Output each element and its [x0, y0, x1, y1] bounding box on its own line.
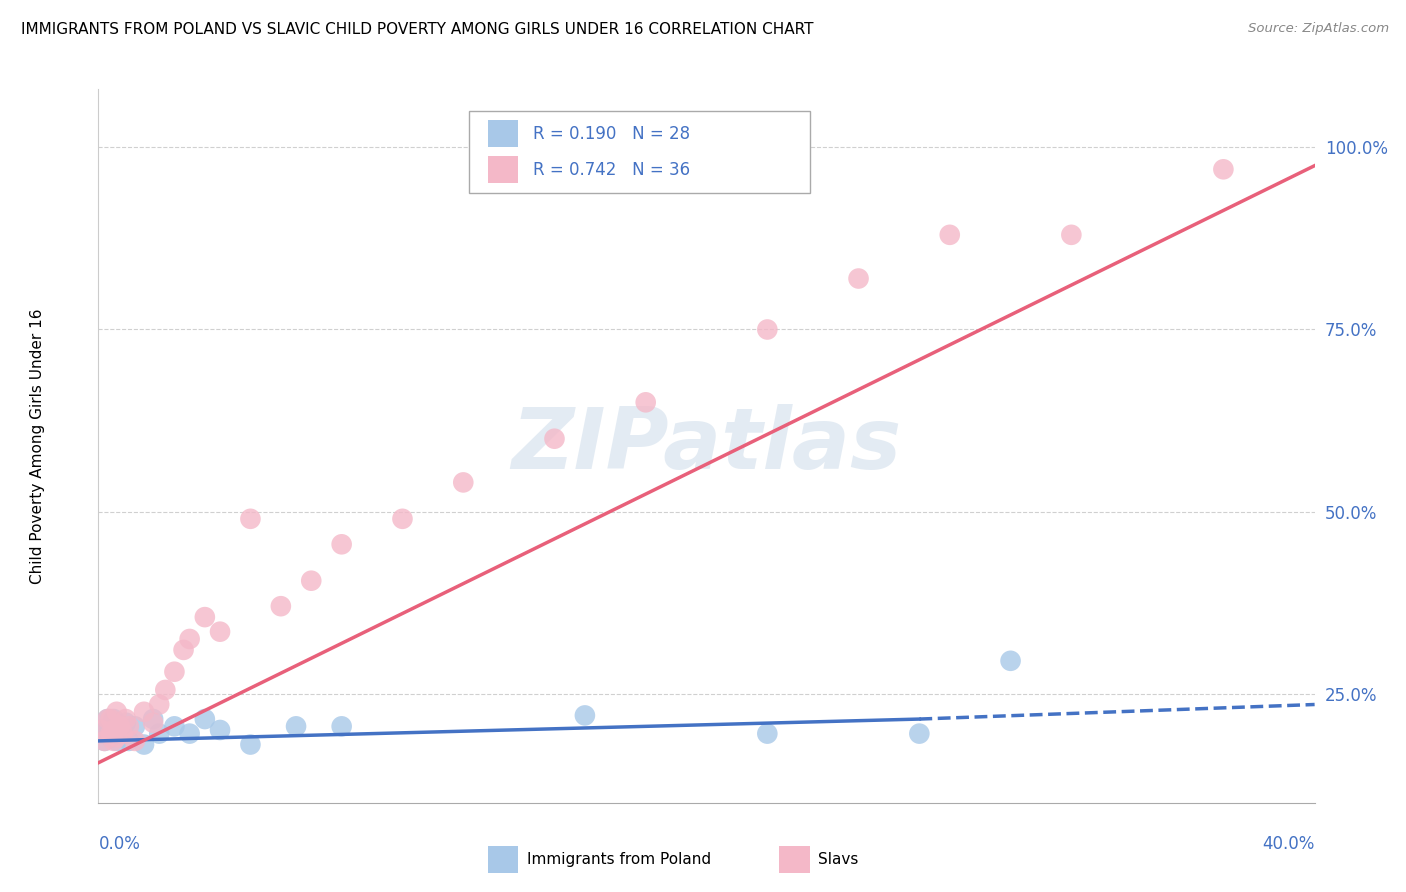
Point	[103, 723, 125, 737]
Text: Source: ZipAtlas.com: Source: ZipAtlas.com	[1249, 22, 1389, 36]
Point	[330, 537, 353, 551]
Point	[108, 719, 131, 733]
Point	[100, 712, 122, 726]
Text: Immigrants from Poland: Immigrants from Poland	[526, 853, 710, 867]
Point	[391, 512, 413, 526]
Point	[194, 712, 217, 726]
Point	[908, 726, 931, 740]
Point	[132, 705, 155, 719]
Point	[105, 705, 128, 719]
Point	[1000, 654, 1022, 668]
Point	[148, 698, 170, 712]
Point	[96, 723, 118, 737]
Point	[118, 719, 141, 733]
Point	[453, 475, 475, 490]
Point	[148, 726, 170, 740]
Point	[124, 719, 146, 733]
Point	[100, 731, 122, 745]
Point	[179, 632, 201, 646]
Point	[209, 723, 232, 737]
Point	[96, 712, 118, 726]
Point	[209, 624, 232, 639]
Point	[118, 734, 141, 748]
Point	[124, 734, 146, 748]
Point	[173, 643, 195, 657]
Text: Child Poverty Among Girls Under 16: Child Poverty Among Girls Under 16	[30, 309, 45, 583]
Point	[93, 734, 115, 748]
Point	[114, 712, 136, 726]
Point	[756, 322, 779, 336]
Text: Slavs: Slavs	[818, 853, 859, 867]
Text: IMMIGRANTS FROM POLAND VS SLAVIC CHILD POVERTY AMONG GIRLS UNDER 16 CORRELATION : IMMIGRANTS FROM POLAND VS SLAVIC CHILD P…	[21, 22, 814, 37]
Point	[848, 271, 870, 285]
Point	[108, 723, 131, 737]
Point	[132, 738, 155, 752]
Point	[634, 395, 657, 409]
Point	[194, 610, 217, 624]
Point	[142, 712, 165, 726]
Point	[100, 719, 122, 733]
Point	[163, 719, 186, 733]
Point	[270, 599, 292, 614]
Point	[756, 726, 779, 740]
Text: ZIPatlas: ZIPatlas	[512, 404, 901, 488]
Point	[111, 726, 134, 740]
Point	[90, 726, 112, 740]
Bar	[488, 156, 517, 183]
Bar	[488, 120, 517, 147]
Point	[114, 715, 136, 730]
Point	[111, 726, 134, 740]
Point	[285, 719, 308, 733]
Text: R = 0.190   N = 28: R = 0.190 N = 28	[533, 125, 690, 143]
Point	[105, 731, 128, 745]
Point	[1060, 227, 1083, 242]
Point	[543, 432, 565, 446]
Point	[96, 712, 118, 726]
Point	[239, 738, 262, 752]
Point	[939, 227, 962, 242]
Bar	[470, 111, 810, 193]
Text: 40.0%: 40.0%	[1263, 835, 1315, 853]
Text: 0.0%: 0.0%	[98, 835, 141, 853]
Point	[100, 726, 122, 740]
Point	[179, 726, 201, 740]
Point	[299, 574, 322, 588]
Point	[1212, 162, 1234, 177]
Point	[93, 734, 115, 748]
Point	[155, 682, 177, 697]
Point	[105, 734, 128, 748]
Point	[239, 512, 262, 526]
Point	[574, 708, 596, 723]
Point	[103, 734, 125, 748]
Point	[90, 723, 112, 737]
Point	[163, 665, 186, 679]
Bar	[779, 846, 810, 872]
Point	[142, 715, 165, 730]
Bar	[488, 846, 517, 872]
Text: R = 0.742   N = 36: R = 0.742 N = 36	[533, 161, 690, 178]
Point	[103, 726, 125, 740]
Point	[330, 719, 353, 733]
Point	[103, 712, 125, 726]
